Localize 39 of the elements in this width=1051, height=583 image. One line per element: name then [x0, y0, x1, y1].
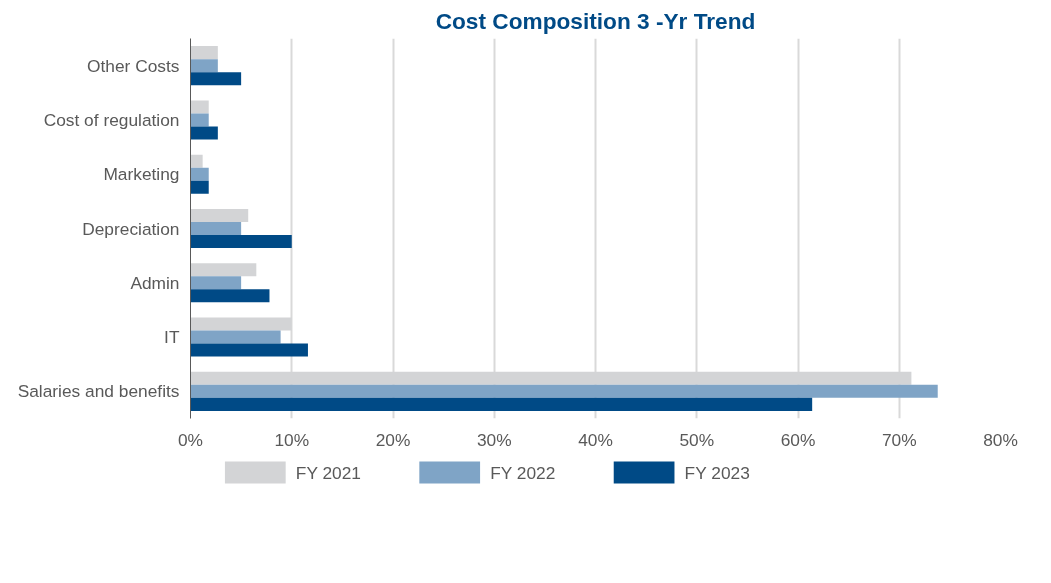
- bar: [190, 46, 218, 60]
- legend-label: FY 2023: [684, 462, 750, 483]
- bar: [190, 100, 209, 114]
- y-tick-label: Cost of regulation: [43, 109, 180, 130]
- bar: [190, 235, 292, 249]
- y-tick-label: IT: [164, 327, 180, 348]
- bar: [190, 263, 257, 277]
- legend-label: FY 2021: [295, 462, 361, 483]
- chart-title: Cost Composition 3 -Yr Trend: [435, 7, 756, 34]
- bar: [190, 208, 249, 222]
- x-tick-label: 50%: [679, 429, 715, 450]
- bar: [190, 72, 242, 86]
- bar: [190, 330, 281, 344]
- x-tick-label: 10%: [274, 429, 310, 450]
- bar: [190, 59, 218, 73]
- x-tick-label: 0%: [177, 429, 204, 450]
- y-tick-label: Marketing: [103, 164, 180, 185]
- bar: [190, 113, 209, 127]
- bar: [190, 180, 209, 194]
- bar: [190, 221, 242, 236]
- y-tick-label: Admin: [130, 272, 180, 293]
- bar: [190, 343, 308, 357]
- y-tick-label: Other Costs: [87, 55, 180, 76]
- bar: [190, 154, 203, 168]
- y-tick-label: Depreciation: [82, 218, 180, 239]
- bar: [190, 276, 242, 290]
- x-tick-label: 20%: [375, 429, 411, 450]
- bar: [190, 167, 209, 181]
- bar: [190, 397, 813, 411]
- x-tick-label: 80%: [983, 429, 1018, 450]
- x-tick-label: 60%: [780, 429, 816, 450]
- x-tick-label: 30%: [476, 429, 512, 450]
- y-tick-label: Salaries and benefits: [17, 381, 180, 402]
- x-tick-label: 70%: [881, 429, 917, 450]
- bar: [190, 384, 938, 398]
- legend-label: FY 2022: [490, 462, 556, 483]
- bar: [190, 289, 270, 303]
- bar: [190, 126, 218, 140]
- x-tick-label: 40%: [578, 429, 613, 450]
